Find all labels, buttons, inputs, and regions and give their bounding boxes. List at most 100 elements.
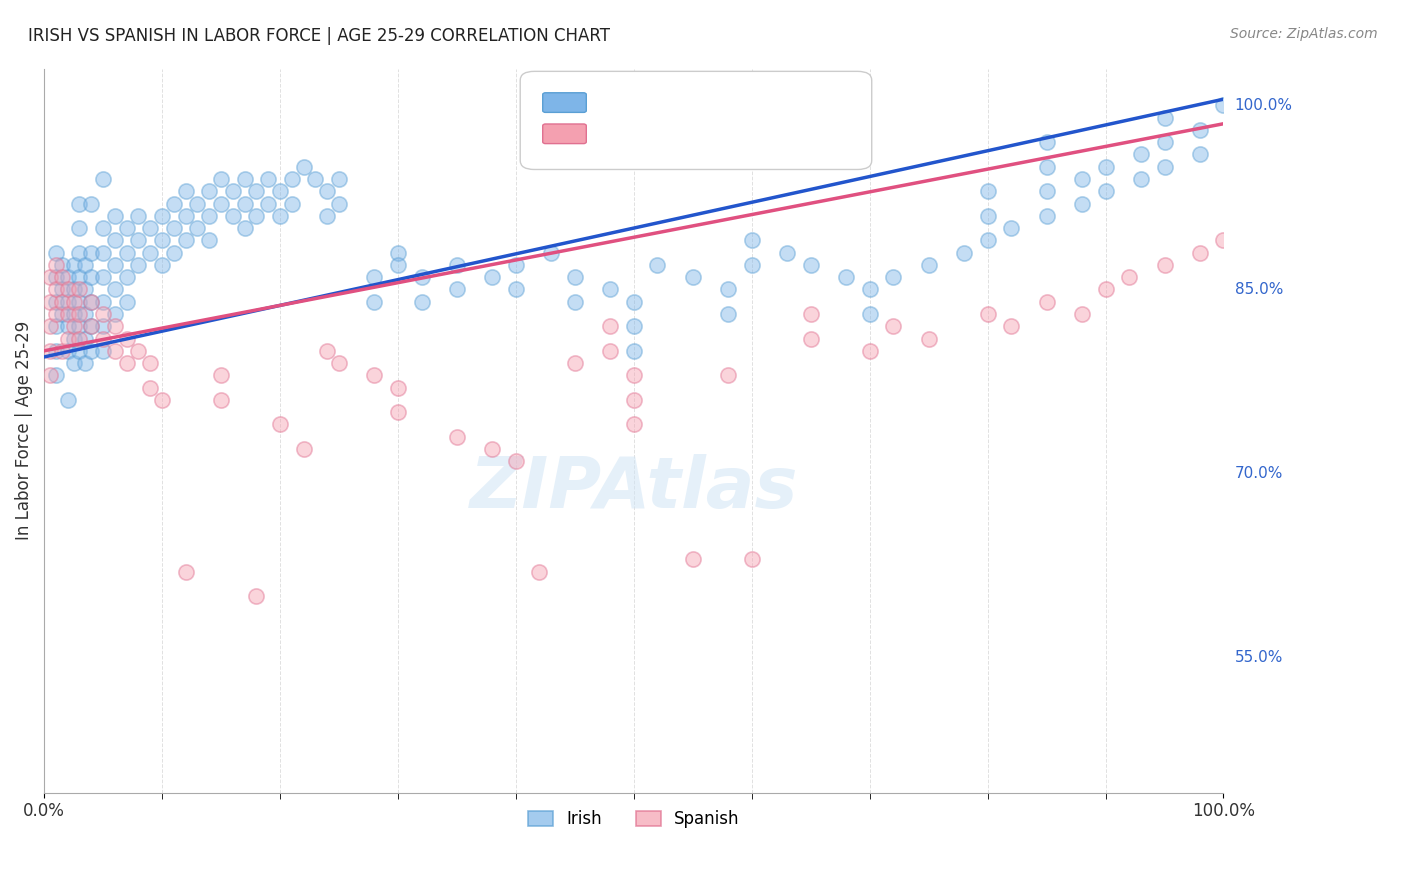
Point: [139, 221, 162, 235]
Point: [446, 282, 468, 296]
Point: [717, 282, 740, 296]
Point: [245, 209, 267, 223]
Point: [599, 343, 621, 358]
Point: [741, 258, 763, 272]
Point: [209, 368, 232, 383]
Point: [62, 319, 84, 334]
Point: [45, 270, 67, 285]
Point: [222, 209, 245, 223]
Point: [127, 258, 149, 272]
Point: [51, 282, 73, 296]
Point: [91, 332, 114, 346]
Point: [257, 172, 280, 186]
Point: [1035, 209, 1057, 223]
Point: [1035, 160, 1057, 174]
Point: [233, 196, 256, 211]
Point: [91, 245, 114, 260]
Point: [45, 319, 67, 334]
Point: [269, 417, 291, 432]
Point: [1153, 111, 1175, 125]
Point: [411, 294, 433, 309]
Point: [150, 233, 173, 247]
Point: [39, 294, 62, 309]
Point: [75, 282, 97, 296]
Point: [45, 258, 67, 272]
Point: [623, 319, 645, 334]
Point: [281, 196, 304, 211]
Point: [647, 258, 669, 272]
Point: [1071, 307, 1094, 321]
Point: [281, 172, 304, 186]
Point: [387, 381, 409, 395]
Point: [976, 184, 998, 198]
Point: [446, 258, 468, 272]
Point: [80, 319, 103, 334]
Point: [150, 392, 173, 407]
Point: [505, 454, 527, 468]
Point: [174, 233, 197, 247]
Point: [328, 196, 350, 211]
Point: [1035, 184, 1057, 198]
Point: [269, 209, 291, 223]
Point: [976, 209, 998, 223]
Point: [69, 196, 91, 211]
Point: [222, 184, 245, 198]
Point: [80, 319, 103, 334]
Point: [69, 221, 91, 235]
Point: [741, 552, 763, 566]
Point: [1071, 172, 1094, 186]
Point: [198, 233, 221, 247]
Point: [233, 221, 256, 235]
Point: [56, 307, 79, 321]
Point: [127, 233, 149, 247]
Point: [505, 282, 527, 296]
Point: [209, 172, 232, 186]
Point: [45, 245, 67, 260]
Point: [51, 270, 73, 285]
Point: [104, 209, 127, 223]
Point: [363, 368, 385, 383]
Point: [198, 184, 221, 198]
Point: [1188, 245, 1211, 260]
Point: [139, 245, 162, 260]
Point: [363, 270, 385, 285]
Text: R =: R =: [591, 94, 627, 112]
Point: [387, 258, 409, 272]
Point: [328, 356, 350, 370]
Point: [163, 196, 186, 211]
Point: [1118, 270, 1140, 285]
Point: [1129, 172, 1152, 186]
Point: [623, 294, 645, 309]
Point: [717, 368, 740, 383]
Point: [104, 307, 127, 321]
Point: [717, 307, 740, 321]
Point: [104, 343, 127, 358]
Point: [1129, 147, 1152, 161]
Point: [80, 294, 103, 309]
Point: [564, 270, 586, 285]
Point: [150, 209, 173, 223]
Point: [39, 368, 62, 383]
Point: [292, 442, 315, 456]
Point: [56, 270, 79, 285]
Point: [69, 343, 91, 358]
Point: [976, 307, 998, 321]
Point: [62, 332, 84, 346]
Point: [80, 294, 103, 309]
Point: [800, 258, 823, 272]
Point: [69, 282, 91, 296]
Point: [174, 184, 197, 198]
Point: [540, 245, 562, 260]
Point: [115, 332, 138, 346]
Point: [623, 417, 645, 432]
Point: [316, 343, 339, 358]
Point: [1000, 319, 1022, 334]
Point: [69, 319, 91, 334]
Text: N =: N =: [675, 94, 711, 112]
Point: [91, 307, 114, 321]
Point: [69, 294, 91, 309]
Point: [304, 172, 326, 186]
Point: [91, 172, 114, 186]
Point: [62, 282, 84, 296]
Text: R =: R =: [591, 125, 627, 143]
